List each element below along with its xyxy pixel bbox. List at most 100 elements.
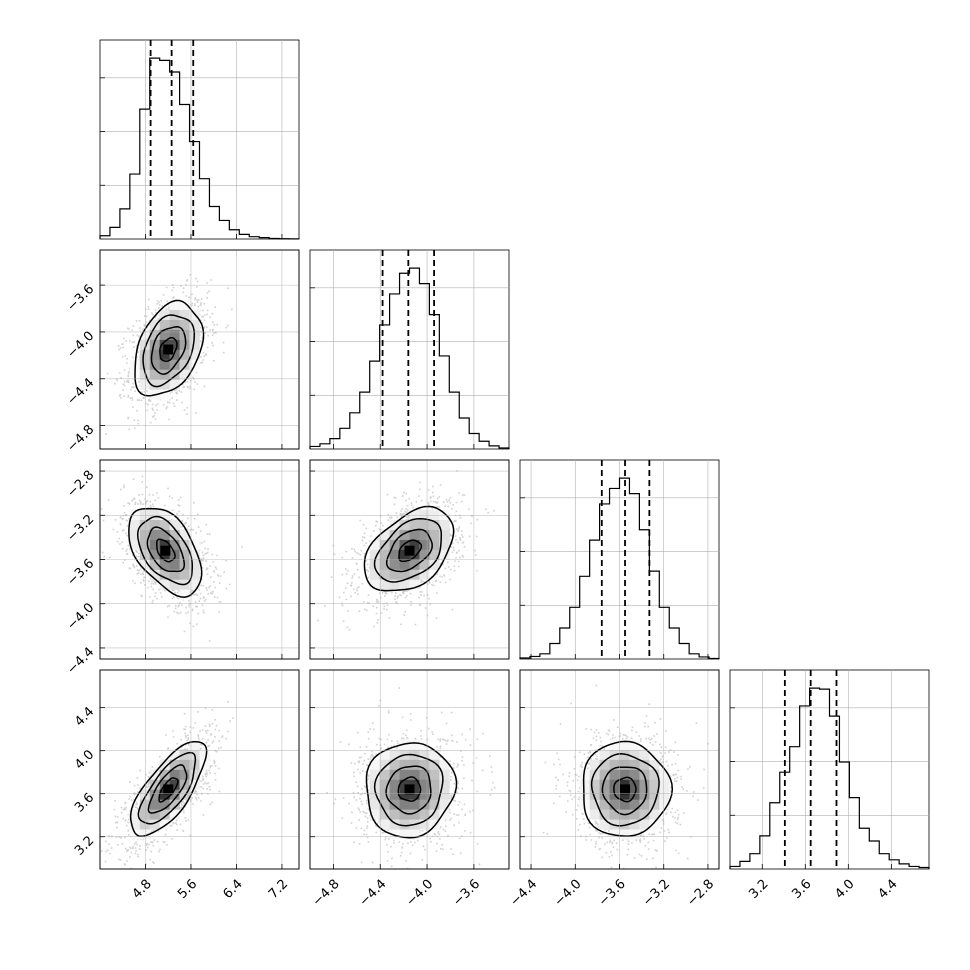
density-cell: [149, 369, 160, 380]
x-tick-label: −2.8: [684, 877, 717, 910]
x-tick-label: 4.4: [875, 877, 900, 902]
density-cell: [399, 529, 410, 540]
density-cell: [179, 549, 190, 560]
x-tick-label: −4.8: [310, 877, 343, 910]
density-cell: [409, 799, 420, 810]
density-cell: [179, 769, 190, 780]
density-cell: [189, 539, 200, 550]
density-cell: [589, 789, 600, 800]
density-cell: [169, 789, 180, 800]
density-cell: [159, 539, 170, 550]
density-peak: [163, 344, 174, 355]
density-cell: [629, 769, 640, 780]
density-cell: [189, 569, 200, 580]
hist-panel-3: [729, 669, 930, 870]
pair-panel-2-1: [309, 459, 510, 660]
y-tick-label: 3.6: [72, 790, 97, 815]
density-cell: [179, 359, 190, 370]
density-cell: [379, 759, 390, 770]
density-cell: [179, 319, 190, 330]
contour-line: [590, 753, 660, 827]
density-cell: [139, 349, 151, 360]
scatter-points: [105, 274, 233, 435]
density-peak: [404, 545, 415, 556]
density-peak: [620, 784, 631, 795]
histogram-0: [99, 57, 300, 240]
density-cell: [419, 809, 430, 820]
density-cell: [179, 569, 190, 580]
density-cell: [419, 569, 430, 580]
density-cell: [149, 559, 160, 570]
density-cell: [409, 509, 420, 520]
density-cell: [409, 579, 420, 590]
density-cell: [409, 529, 420, 540]
axes-border: [99, 459, 300, 660]
density-cell: [629, 819, 640, 830]
density-cell: [389, 569, 400, 580]
hist-panel-0: [99, 39, 300, 240]
density-cell: [429, 559, 440, 570]
density-cell: [169, 779, 180, 790]
density-cell: [419, 539, 430, 550]
density-cell: [159, 359, 170, 370]
density-cell: [169, 339, 180, 350]
density-cell: [579, 769, 590, 780]
density-cell: [389, 579, 400, 590]
density-cell: [399, 739, 410, 750]
density-cell: [609, 769, 620, 780]
density-cell: [149, 809, 160, 820]
x-tick-label: 6.4: [221, 877, 246, 902]
density-cell: [599, 749, 610, 760]
contour-line: [582, 740, 674, 837]
density-cell: [609, 739, 620, 750]
density-cell: [159, 569, 170, 580]
density-cell: [149, 549, 160, 560]
density-cell: [419, 779, 430, 790]
density-cell: [149, 769, 160, 780]
pair-content: [100, 670, 299, 869]
density-cell: [629, 759, 640, 770]
density-cell: [589, 769, 600, 780]
density-cell: [179, 369, 190, 380]
density-cell: [649, 779, 660, 790]
x-tick-label: −3.6: [596, 877, 629, 910]
density-cell: [429, 789, 440, 800]
density-cell: [189, 339, 200, 350]
density-cell: [379, 549, 390, 560]
density-cell: [159, 559, 170, 570]
density-cell: [389, 539, 400, 550]
pair-panel-2-0: [99, 459, 300, 660]
density-cell: [419, 559, 430, 570]
density-cell: [169, 539, 180, 550]
density-cell: [599, 819, 610, 830]
density-cell: [639, 799, 650, 810]
density-cell: [139, 819, 151, 830]
density-cell: [389, 779, 400, 790]
density-cell: [429, 539, 440, 550]
density-cell: [419, 819, 430, 830]
axes-border: [309, 669, 510, 870]
density-cell: [649, 769, 660, 780]
density-cell: [369, 769, 380, 780]
density-cell: [639, 759, 650, 770]
density-cell: [419, 519, 430, 530]
density-cell: [629, 799, 640, 810]
hist-panel-2: [519, 459, 720, 660]
density-cell: [149, 799, 160, 810]
pair-content: [310, 670, 509, 869]
density-cell: [599, 799, 610, 810]
density-cell: [169, 299, 180, 310]
x-tick-label: 5.6: [175, 877, 200, 902]
axes-border: [309, 459, 510, 660]
density-cell: [399, 519, 410, 530]
density-cell: [149, 529, 160, 540]
density-cell: [379, 579, 390, 590]
density-cell: [139, 799, 151, 810]
y-tick-label: −4.0: [64, 600, 97, 633]
density-cell: [429, 529, 440, 540]
x-tick-label: 4.8: [130, 877, 155, 902]
density-cell: [129, 519, 141, 530]
density-cell: [169, 369, 180, 380]
density-cell: [179, 299, 190, 310]
